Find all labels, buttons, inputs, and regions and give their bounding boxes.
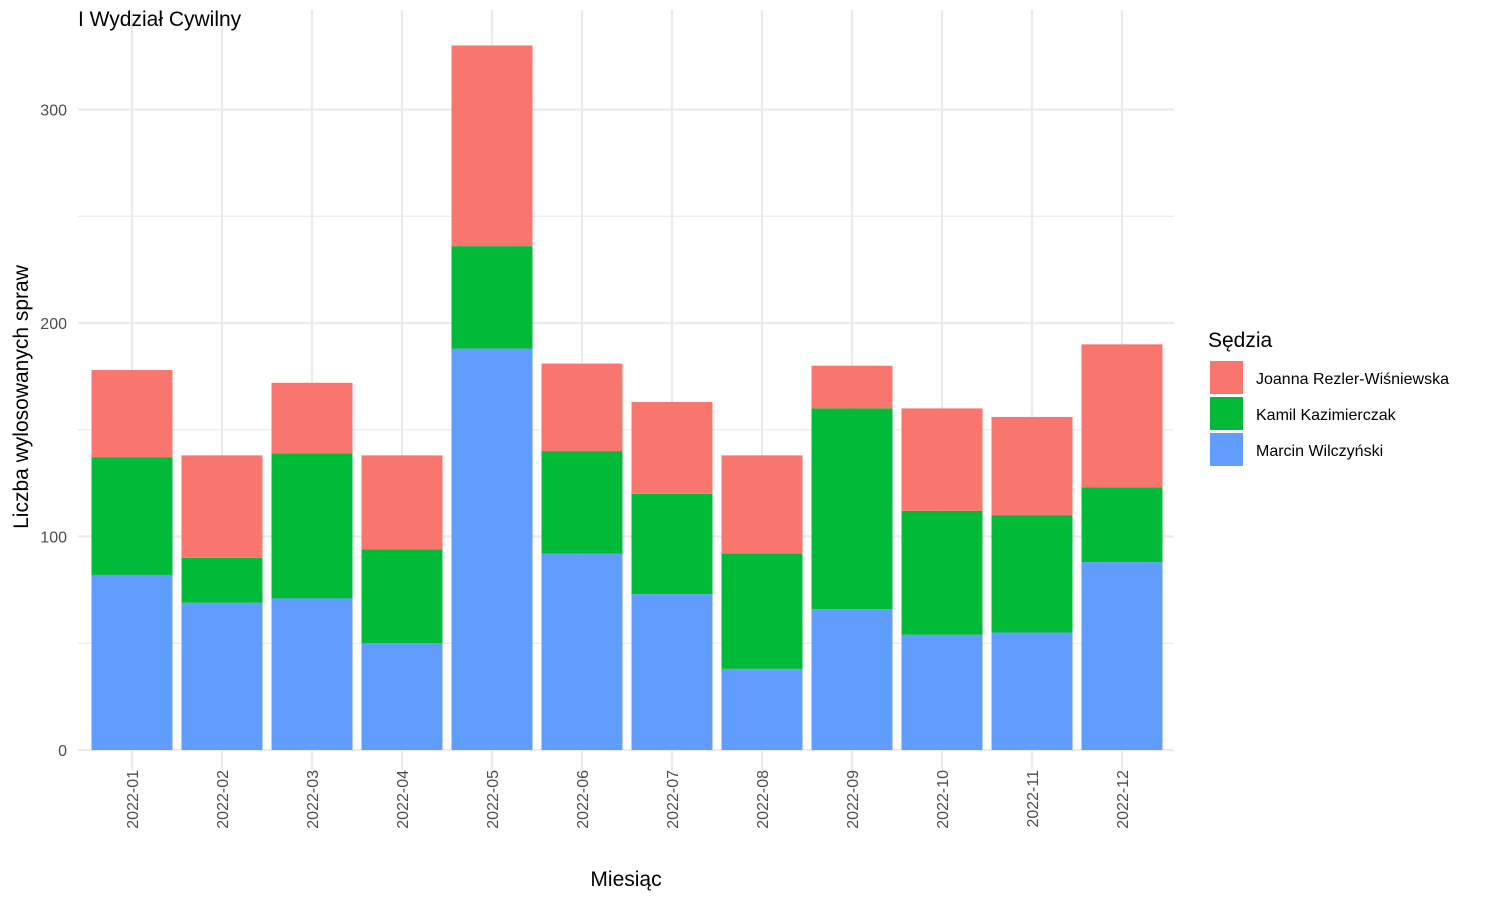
bar-segment-kamil-kazimierczak-2022-01 — [91, 457, 173, 575]
bar-segment-marcin-wilczynski-2022-12 — [1081, 562, 1163, 750]
bar-segment-kamil-kazimierczak-2022-06 — [541, 451, 623, 554]
bar-segment-joanna-rezler-wisniewska-2022-09 — [811, 365, 893, 409]
x-tick-label: 2022-02 — [215, 770, 232, 829]
bar-segment-marcin-wilczynski-2022-07 — [631, 594, 713, 750]
legend: Sędzia Joanna Rezler-Wiśniewska Kamil Kaz… — [1208, 329, 1449, 466]
bar-segment-joanna-rezler-wisniewska-2022-10 — [901, 408, 983, 511]
bar-segment-joanna-rezler-wisniewska-2022-03 — [271, 382, 353, 454]
bar-segment-joanna-rezler-wisniewska-2022-02 — [181, 455, 263, 558]
bar-segment-kamil-kazimierczak-2022-04 — [361, 549, 443, 644]
x-tick-label: 2022-09 — [845, 770, 862, 829]
legend-swatch-marcin-wilczynski — [1210, 433, 1243, 466]
bar-segment-kamil-kazimierczak-2022-11 — [991, 515, 1073, 633]
y-axis-ticks: 0 100 200 300 — [40, 103, 67, 761]
bar-segment-kamil-kazimierczak-2022-12 — [1081, 487, 1163, 563]
bar-segment-marcin-wilczynski-2022-02 — [181, 602, 263, 750]
x-tick-label: 2022-11 — [1025, 770, 1042, 828]
bar-stacks — [91, 45, 1163, 750]
x-tick-label: 2022-05 — [485, 770, 502, 829]
x-tick-label: 2022-10 — [935, 770, 952, 829]
legend-label-marcin-wilczynski: Marcin Wilczyński — [1256, 443, 1383, 460]
x-axis-ticks: 2022-01 2022-02 2022-03 2022-04 2022-05 2022-… — [125, 770, 1132, 829]
x-tick-label: 2022-08 — [755, 770, 772, 829]
chart-title: I Wydział Cywilny — [78, 8, 242, 31]
bar-segment-marcin-wilczynski-2022-04 — [361, 643, 443, 750]
bar-segment-kamil-kazimierczak-2022-03 — [271, 453, 353, 599]
x-tick-label: 2022-01 — [125, 770, 142, 829]
y-tick-label: 300 — [40, 103, 67, 120]
bar-segment-marcin-wilczynski-2022-09 — [811, 609, 893, 750]
bar-segment-marcin-wilczynski-2022-06 — [541, 553, 623, 750]
bar-segment-marcin-wilczynski-2022-11 — [991, 632, 1073, 750]
bar-segment-joanna-rezler-wisniewska-2022-06 — [541, 363, 623, 452]
y-tick-label: 200 — [40, 316, 67, 333]
bar-segment-joanna-rezler-wisniewska-2022-11 — [991, 416, 1073, 516]
bar-segment-kamil-kazimierczak-2022-02 — [181, 557, 263, 603]
bar-segment-marcin-wilczynski-2022-01 — [91, 574, 173, 750]
bar-segment-kamil-kazimierczak-2022-05 — [451, 246, 533, 349]
legend-title: Sędzia — [1208, 329, 1273, 352]
y-tick-label: 100 — [40, 530, 67, 547]
x-tick-label: 2022-07 — [665, 770, 682, 829]
y-tick-label: 0 — [58, 743, 67, 760]
legend-swatch-joanna-rezler-wisniewska — [1210, 361, 1243, 394]
x-tick-label: 2022-04 — [395, 770, 412, 829]
bar-segment-joanna-rezler-wisniewska-2022-07 — [631, 401, 713, 494]
bar-segment-marcin-wilczynski-2022-05 — [451, 348, 533, 750]
bar-segment-marcin-wilczynski-2022-03 — [271, 598, 353, 750]
bar-segment-kamil-kazimierczak-2022-07 — [631, 493, 713, 595]
bar-segment-joanna-rezler-wisniewska-2022-05 — [451, 45, 533, 247]
bar-segment-kamil-kazimierczak-2022-08 — [721, 553, 803, 669]
bar-segment-joanna-rezler-wisniewska-2022-12 — [1081, 344, 1163, 488]
bar-segment-kamil-kazimierczak-2022-10 — [901, 510, 983, 635]
bar-segment-joanna-rezler-wisniewska-2022-01 — [91, 369, 173, 458]
bar-segment-joanna-rezler-wisniewska-2022-08 — [721, 455, 803, 554]
bar-segment-kamil-kazimierczak-2022-09 — [811, 408, 893, 610]
bar-segment-marcin-wilczynski-2022-08 — [721, 668, 803, 750]
x-axis-title: Miesiąc — [590, 868, 661, 891]
x-tick-label: 2022-06 — [575, 770, 592, 829]
y-axis-title: Liczba wylosowanych spraw — [10, 264, 33, 529]
x-tick-label: 2022-03 — [305, 770, 322, 829]
legend-label-joanna-rezler-wisniewska: Joanna Rezler-Wiśniewska — [1256, 371, 1449, 388]
x-tick-label: 2022-12 — [1115, 770, 1132, 829]
legend-label-kamil-kazimierczak: Kamil Kazimierczak — [1256, 407, 1397, 424]
bar-segment-joanna-rezler-wisniewska-2022-04 — [361, 455, 443, 550]
bar-segment-marcin-wilczynski-2022-10 — [901, 634, 983, 750]
legend-swatch-kamil-kazimierczak — [1210, 397, 1243, 430]
